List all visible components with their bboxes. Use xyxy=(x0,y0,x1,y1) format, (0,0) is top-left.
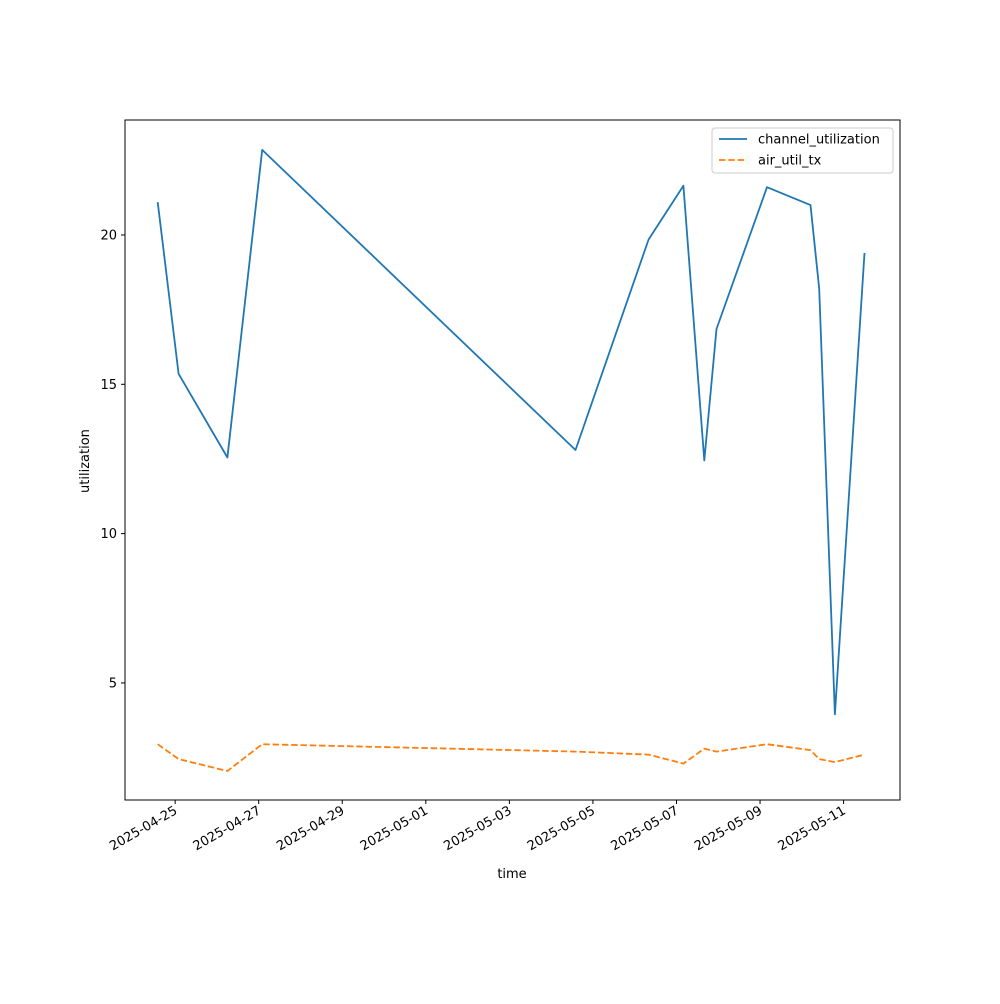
x-tick-label: 2025-04-29 xyxy=(274,803,347,854)
legend-label-air_util_tx: air_util_tx xyxy=(758,154,822,169)
legend-box xyxy=(711,127,894,174)
x-tick-label: 2025-05-07 xyxy=(609,803,682,854)
y-axis-label: utilization xyxy=(78,429,93,493)
y-tick-label: 5 xyxy=(109,676,117,691)
x-tick-label: 2025-05-11 xyxy=(776,803,849,854)
x-tick-label: 2025-05-05 xyxy=(525,803,598,854)
series-line-channel_utilization xyxy=(156,148,866,716)
legend: channel_utilization air_util_tx xyxy=(711,127,894,174)
x-tick-label: 2025-05-01 xyxy=(358,803,431,854)
legend-label-channel_utilization: channel_utilization xyxy=(758,133,880,148)
series-line-air_util_tx xyxy=(157,743,865,772)
x-tick-label: 2025-04-25 xyxy=(107,803,180,854)
x-tick-label: 2025-04-27 xyxy=(191,803,264,854)
x-axis-ticks: 2025-04-25 2025-04-27 2025-04-29 2025-05-01… xyxy=(107,800,849,854)
y-tick-label: 10 xyxy=(100,527,117,542)
y-axis-ticks: 5 10 15 20 xyxy=(100,228,125,691)
x-tick-label: 2025-05-09 xyxy=(692,803,765,854)
y-tick-label: 15 xyxy=(100,378,117,393)
x-tick-label: 2025-05-03 xyxy=(441,803,514,854)
x-axis-label: time xyxy=(497,867,526,882)
plot-frame xyxy=(124,119,901,801)
series-layer xyxy=(156,148,866,772)
y-tick-label: 20 xyxy=(100,228,117,243)
